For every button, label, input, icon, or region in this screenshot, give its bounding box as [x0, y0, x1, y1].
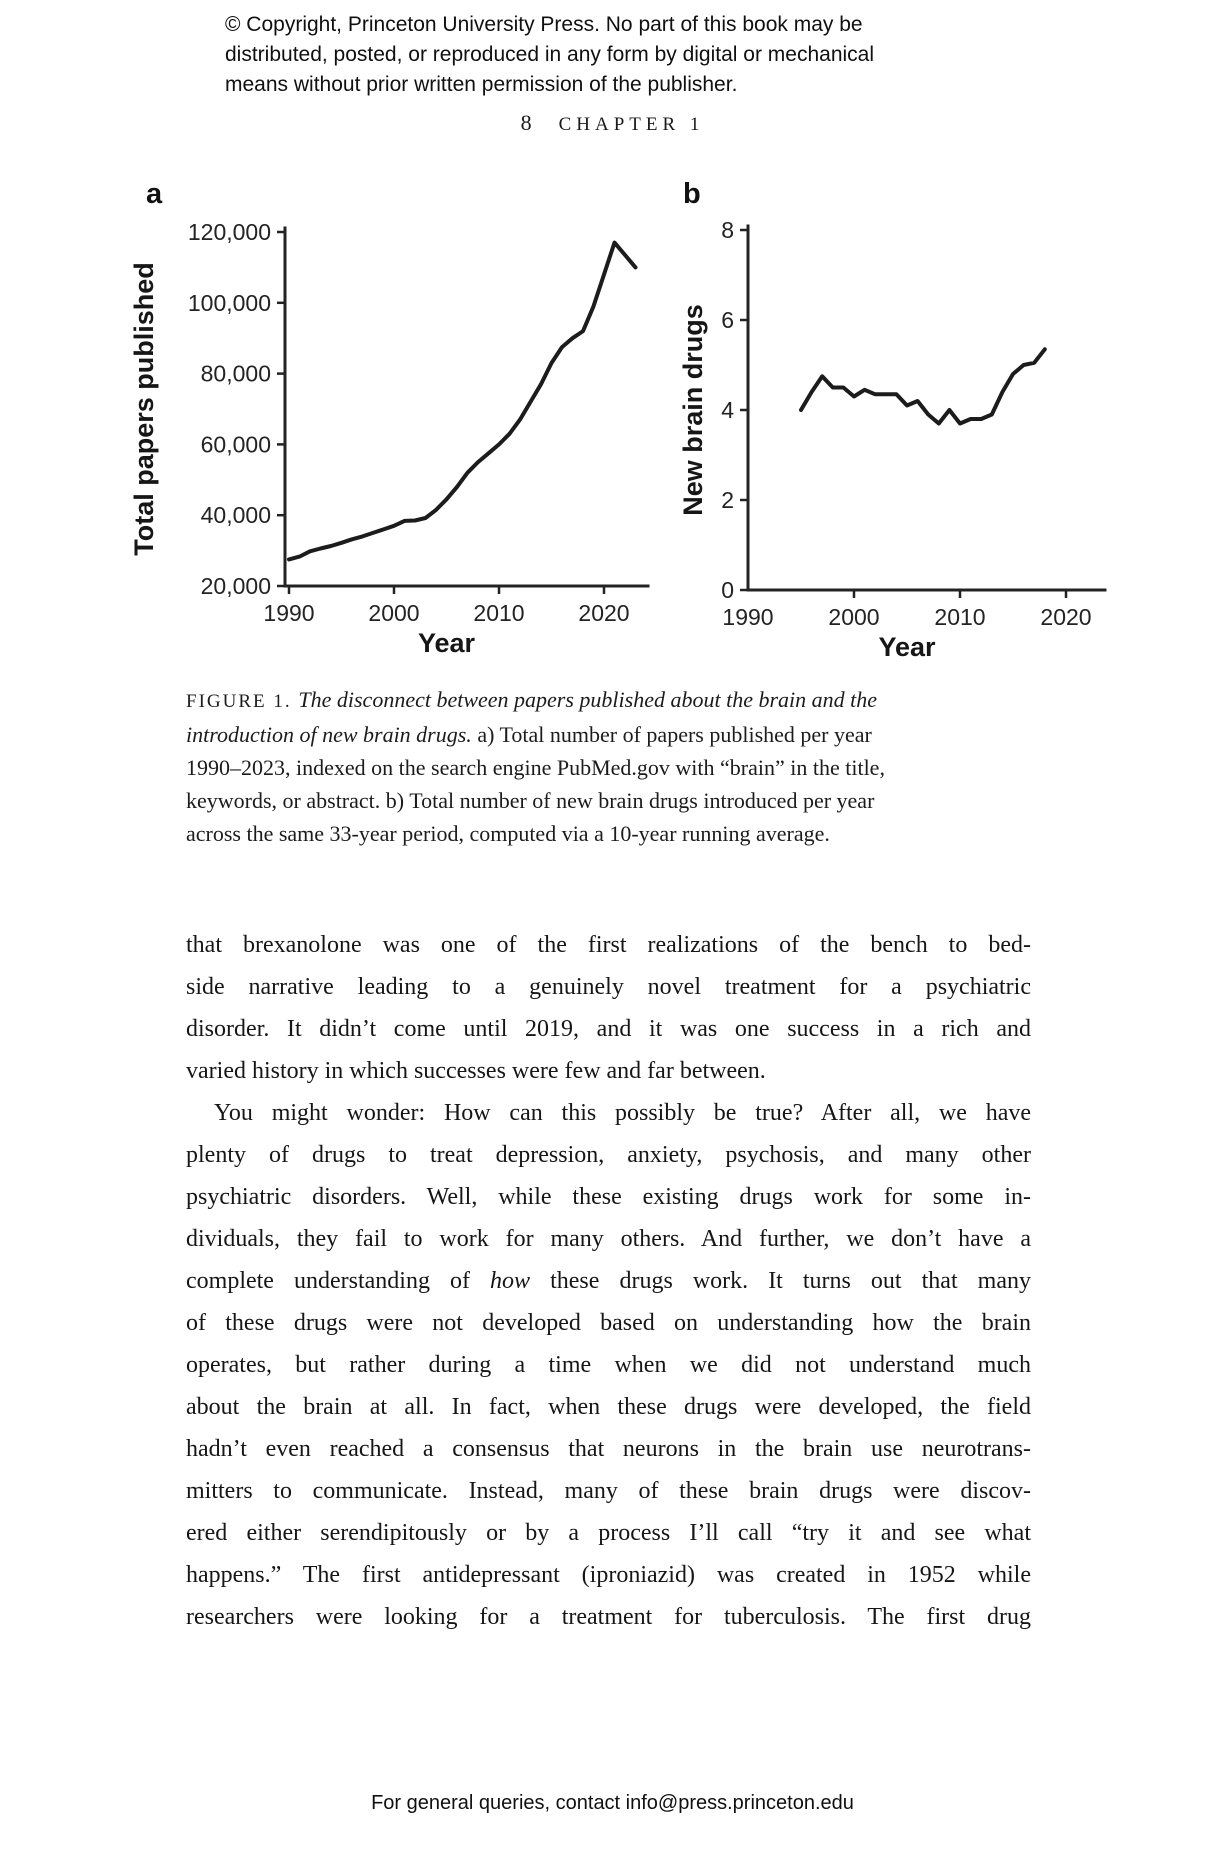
y-tick-label: 6	[721, 307, 734, 333]
y-tick-label: 2	[721, 487, 734, 513]
caption-line: introduction of new brain drugs. a) Tota…	[186, 718, 1042, 751]
y-tick-label: 20,000	[201, 573, 271, 599]
caption-segment: The disconnect between papers published …	[298, 687, 878, 712]
figure-caption: FIGURE 1. The disconnect between papers …	[186, 683, 1042, 850]
chart-new-brain-drugs: 0 2 4 6 8 1990 2000 2010 2020 Year New brain drugs	[678, 217, 1107, 662]
y-tick-label: 4	[721, 397, 734, 423]
x-tick-label: 2010	[934, 604, 985, 630]
y-tick-label: 0	[721, 577, 734, 603]
x-tick-label: 2020	[1040, 604, 1091, 630]
caption-segment: keywords, or abstract. b) Total number o…	[186, 788, 875, 813]
y-tick-label: 100,000	[188, 290, 271, 316]
data-line-a	[287, 240, 638, 562]
x-tick-label: 2010	[473, 600, 524, 626]
body-line: dividuals, they fail to work for many ot…	[186, 1226, 1031, 1252]
x-axis-label: Year	[878, 632, 936, 662]
caption-line: keywords, or abstract. b) Total number o…	[186, 784, 1042, 817]
x-tick-label: 2000	[368, 600, 419, 626]
body-text: that brexanolone was one of the first re…	[186, 924, 1031, 1638]
copyright-line-2: distributed, posted, or reproduced in an…	[225, 43, 875, 66]
y-tick-label: 80,000	[201, 361, 271, 387]
x-tick-label: 2000	[828, 604, 879, 630]
panel-a-label: a	[146, 178, 163, 210]
paragraph: that brexanolone was one of the first re…	[186, 924, 1031, 1092]
panel-b-label: b	[683, 178, 701, 210]
copyright-notice: © Copyright, Princeton University Press.…	[225, 10, 874, 100]
copyright-line-3: means without prior written permission o…	[225, 73, 738, 96]
body-line: about the brain at all. In fact, when th…	[186, 1394, 1031, 1420]
page-number: 8	[520, 110, 532, 135]
body-line: mitters to communicate. Instead, many of…	[186, 1478, 1031, 1504]
y-tick-label: 8	[721, 217, 734, 243]
body-line: plenty of drugs to treat depression, anx…	[186, 1142, 1031, 1168]
footer-queries: For general queries, contact info@press.…	[371, 1792, 854, 1814]
y-tick-label: 120,000	[188, 219, 271, 245]
axes	[283, 226, 650, 588]
copyright-line-1: © Copyright, Princeton University Press.…	[225, 13, 863, 36]
body-segment: how	[490, 1268, 531, 1294]
body-line: varied history in which successes were f…	[186, 1058, 766, 1084]
x-tick-label: 2020	[578, 600, 629, 626]
x-tick-label: 1990	[263, 600, 314, 626]
caption-segment: 1990–2023, indexed on the search engine …	[186, 755, 885, 780]
body-segment: complete understanding of	[186, 1268, 491, 1294]
caption-segment: across the same 33-year period, computed…	[186, 821, 830, 846]
chart-total-papers: 20,000 40,000 60,000 80,000 100,000 120,000 19…	[129, 219, 650, 658]
body-line: hadn’t even reached a consensus that neu…	[186, 1436, 1031, 1462]
paragraph: You might wonder: How can this possibly …	[186, 1092, 1031, 1638]
body-line: complete understanding of how these drug…	[186, 1260, 1031, 1302]
x-tick-label: 1990	[722, 604, 773, 630]
body-line: You might wonder: How can this possibly …	[214, 1100, 1031, 1126]
y-tick-label: 60,000	[201, 431, 271, 457]
body-segment: these drugs work. It turns out that many	[530, 1268, 1031, 1294]
body-line: happens.” The first antidepressant (ipro…	[186, 1562, 1031, 1588]
body-line: researchers were looking for a treatment…	[186, 1604, 1031, 1630]
running-head: 8 CHAPTER 1	[0, 110, 1225, 136]
caption-segment: a) Total number of papers published per …	[471, 722, 872, 747]
body-line: that brexanolone was one of the first re…	[186, 932, 1031, 958]
y-axis-label: Total papers published	[129, 262, 159, 556]
body-line: of these drugs were not developed based …	[186, 1310, 1031, 1336]
caption-segment: FIGURE 1.	[186, 691, 299, 712]
caption-line: FIGURE 1. The disconnect between papers …	[186, 683, 1042, 718]
data-line-b	[799, 347, 1047, 426]
y-axis-label: New brain drugs	[678, 304, 708, 516]
body-line: side narrative leading to a genuinely no…	[186, 974, 1031, 1000]
caption-line: across the same 33-year period, computed…	[186, 817, 1042, 850]
body-line: disorder. It didn’t come until 2019, and…	[186, 1016, 1031, 1042]
x-axis-label: Year	[418, 628, 476, 658]
caption-line: 1990–2023, indexed on the search engine …	[186, 751, 1042, 784]
body-line: operates, but rather during a time when …	[186, 1352, 1031, 1378]
body-line: psychiatric disorders. Well, while these…	[186, 1184, 1031, 1210]
caption-segment: introduction of new brain drugs.	[186, 722, 472, 747]
chapter-title: CHAPTER 1	[558, 114, 705, 135]
body-line: ered either serendipitously or by a proc…	[186, 1520, 1031, 1546]
y-tick-label: 40,000	[201, 502, 271, 528]
